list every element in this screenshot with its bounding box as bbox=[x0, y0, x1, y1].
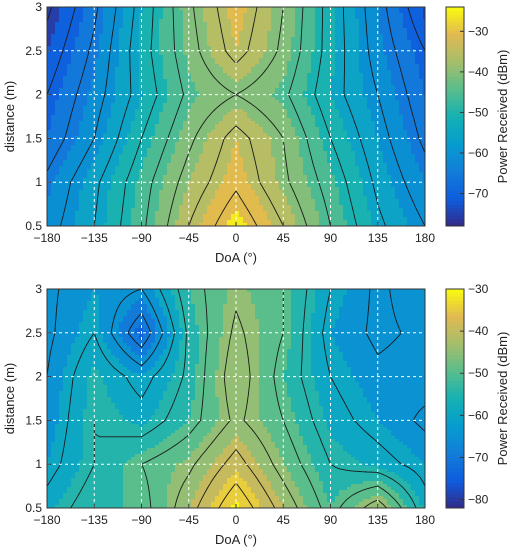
x-axis-label: DoA (°) bbox=[215, 532, 257, 547]
y-tick-label: 1.5 bbox=[25, 131, 42, 145]
contour-line bbox=[166, 7, 308, 226]
x-tick-label: −135 bbox=[81, 513, 108, 527]
contour-line bbox=[60, 7, 425, 226]
contour-line bbox=[47, 7, 425, 172]
contour-panel-2: −180 −135 −90 −45 0 45 90 135 180 0.5 1 1.5 2 2.5 3 DoA… bbox=[2, 282, 510, 547]
contour-line bbox=[141, 289, 402, 508]
y-tick-label: 2.5 bbox=[25, 44, 42, 58]
x-tick-label: 90 bbox=[324, 513, 338, 527]
x-tick-label: −90 bbox=[131, 231, 152, 245]
colorbar: −80 −70 −60 −50 −40 −30 Power Received (dBm) bbox=[445, 282, 510, 509]
contour-line bbox=[188, 7, 284, 226]
x-tick-label: −90 bbox=[131, 513, 152, 527]
colorbar-label: Power Received (dBm) bbox=[495, 332, 510, 466]
y-tick-label: 2 bbox=[35, 88, 42, 102]
colorbar-tick-label: −70 bbox=[468, 450, 489, 464]
x-tick-label: −45 bbox=[179, 513, 200, 527]
contour-line bbox=[93, 7, 387, 226]
colorbar-tick-label: −50 bbox=[468, 366, 489, 380]
y-tick-label: 1 bbox=[35, 175, 42, 189]
y-tick-label: 1.5 bbox=[25, 413, 42, 427]
x-tick-label: −135 bbox=[81, 231, 108, 245]
y-tick-label: 3 bbox=[35, 0, 42, 14]
x-tick-label: 135 bbox=[368, 231, 388, 245]
x-tick-label: −180 bbox=[33, 231, 60, 245]
colorbar-tick-label: −30 bbox=[468, 24, 489, 38]
x-tick-label: 0 bbox=[233, 513, 240, 527]
x-tick-label: 135 bbox=[368, 513, 388, 527]
y-tick-label: 0.5 bbox=[25, 501, 42, 515]
colorbar-tick-label: −50 bbox=[468, 105, 489, 119]
x-tick-label: 45 bbox=[277, 231, 291, 245]
contour-line bbox=[196, 449, 276, 508]
y-tick-label: 1 bbox=[35, 457, 42, 471]
colorbar-tick-label: −40 bbox=[468, 324, 489, 338]
x-tick-label: 180 bbox=[415, 513, 435, 527]
colorbar-tick-label: −30 bbox=[468, 282, 489, 296]
y-axis-label: distance (m) bbox=[2, 363, 17, 435]
contour-line bbox=[70, 289, 417, 508]
colorbar-label: Power Received (dBm) bbox=[495, 50, 510, 184]
contour-line bbox=[174, 310, 387, 508]
x-tick-label: 0 bbox=[233, 231, 240, 245]
y-tick-label: 2.5 bbox=[25, 326, 42, 340]
y-axis-label: distance (m) bbox=[2, 81, 17, 153]
x-tick-label: 90 bbox=[324, 231, 338, 245]
colorbar-tick-label: −60 bbox=[468, 408, 489, 422]
colorbar-tick-label: −60 bbox=[468, 146, 489, 160]
colorbar-tick-label: −80 bbox=[468, 493, 489, 507]
colorbar-tick-label: −40 bbox=[468, 65, 489, 79]
colorbar-frame bbox=[445, 288, 465, 509]
contour-field bbox=[47, 7, 425, 226]
x-tick-label: −180 bbox=[33, 513, 60, 527]
contour-line bbox=[47, 289, 425, 432]
y-tick-label: 3 bbox=[35, 282, 42, 296]
contour-line bbox=[218, 482, 254, 508]
contour-line bbox=[145, 7, 331, 226]
contour-line bbox=[127, 312, 152, 348]
contour-panel-1: −180 −135 −90 −45 0 45 90 135 180 0.5 1 1.5 2 2.5 3 DoA… bbox=[2, 0, 510, 265]
colorbar-frame bbox=[445, 6, 465, 227]
y-tick-label: 2 bbox=[35, 370, 42, 384]
x-tick-label: −45 bbox=[179, 231, 200, 245]
contour-line bbox=[214, 190, 258, 226]
x-tick-label: 180 bbox=[415, 231, 435, 245]
colorbar-tick-label: −70 bbox=[468, 187, 489, 201]
x-axis-label: DoA (°) bbox=[215, 250, 257, 265]
x-tick-label: 45 bbox=[277, 513, 291, 527]
colorbar: −70 −60 −50 −40 −30 Power Received (dBm) bbox=[445, 6, 510, 227]
contour-line bbox=[47, 7, 425, 95]
contour-field bbox=[47, 289, 425, 508]
y-tick-label: 0.5 bbox=[25, 219, 42, 233]
